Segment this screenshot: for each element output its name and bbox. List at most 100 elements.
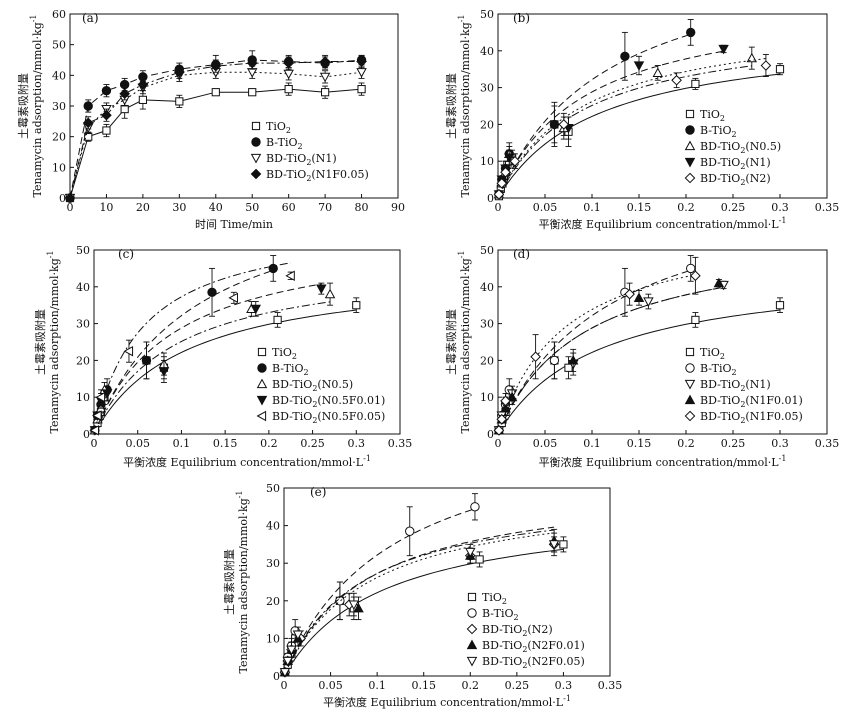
x-tick-label: 0.25 [721,437,746,450]
series-line [497,309,781,435]
x-tick-label: 0.15 [411,679,436,692]
series-4 [493,54,772,200]
data-point [624,288,635,300]
series-line [497,73,781,199]
series-line [283,526,555,677]
y-tick-label: 50 [52,39,66,52]
legend-label: BD-TiO2(N1) [700,378,771,393]
y-tick-label: 10 [266,632,280,645]
data-point [470,502,480,512]
data-point [348,600,360,610]
legend-label: B-TiO2 [700,362,737,377]
legend-label: B-TiO2 [272,362,309,377]
y-tick-label: 10 [480,155,494,168]
y-tick-label: 0 [59,192,66,205]
data-point [286,645,297,656]
series-line [93,269,274,435]
data-point [89,425,99,436]
data-point [775,301,785,310]
data-point [279,668,291,678]
y-tick-label: 0 [273,670,280,683]
x-tick-label: 0.1 [583,437,601,450]
data-point [558,119,570,130]
series-3 [64,54,367,204]
series-3 [279,528,560,677]
legend-label: BD-TiO2(N1) [700,156,771,171]
y-tick-label: 40 [266,520,280,533]
series-2 [64,65,367,204]
x-tick-label: 0.3 [771,437,789,450]
data-point [83,101,93,111]
series-3 [493,277,725,435]
data-point [633,61,645,71]
y-axis-label: Tenamycin adsorption/mmol·kg-1 [457,250,472,433]
series-line [497,50,724,199]
y-tick-label: 10 [480,391,494,404]
x-tick-label: 0.3 [555,679,573,692]
x-tick-label: 0.15 [213,437,238,450]
data-point [352,301,361,310]
x-axis-label: 时间 Time/min [195,218,273,231]
data-point [175,97,184,106]
y-axis-label: Tenamycin adsorption/mmol·kg-1 [46,250,61,433]
series-line [93,309,357,435]
panel-label: (b) [513,11,530,25]
y-tick-label: 40 [480,281,494,294]
series-line [69,71,362,199]
x-tick-label: 80 [355,201,369,214]
legend-marker [466,623,478,635]
data-point [405,526,415,536]
y-tick-label: 0 [487,428,494,441]
x-tick-label: 0 [67,201,74,214]
y-tick-label: 30 [480,318,494,331]
plot-frame [93,249,401,435]
data-point [321,88,330,97]
data-point [211,88,220,97]
series-4 [493,256,701,436]
legend-marker [466,639,478,650]
legend-marker [256,395,268,406]
data-point [123,345,134,357]
data-point [567,354,579,365]
plot-frame [497,249,828,435]
legend-label: TiO2 [700,108,725,123]
data-point [283,57,294,69]
series-4 [279,526,560,678]
y-tick-label: 50 [480,8,494,21]
y-tick-label: 40 [480,45,494,58]
chart-panel-0: 0 10 20 30 40 50 60 70 80 90 0 10 20 30 40 50 60 (a) 时间 Ti… [16,8,405,231]
x-tick-label: 0.2 [260,437,278,450]
series-line [283,529,555,677]
data-point [210,60,222,72]
series-line [283,548,564,677]
y-tick-label: 20 [480,118,494,131]
x-tick-label: 0.1 [368,679,386,692]
y-tick-label: 40 [76,281,90,294]
data-point [633,292,645,302]
y-tick-label: 30 [266,557,280,570]
data-point [775,65,785,74]
legend-marker [251,137,261,147]
x-tick-label: 10 [99,201,113,214]
data-point [92,410,102,421]
x-tick-label: 0.1 [583,201,601,214]
data-point [64,192,76,204]
data-point [95,391,106,403]
legend-marker [250,153,262,164]
data-point [760,60,772,71]
series-line [497,274,696,435]
data-point [548,540,560,550]
data-point [250,304,261,315]
legend-label: TiO2 [482,591,507,606]
data-point [101,85,112,96]
data-point [207,287,217,298]
legend-label: B-TiO2 [700,124,737,139]
data-point [496,177,508,189]
data-point [248,88,257,97]
legend-marker [684,394,696,405]
data-point [465,547,476,558]
x-tick-label: 40 [209,201,223,214]
data-point [138,95,147,104]
panel-label: (c) [118,247,134,261]
legend-label: BD-TiO2(N2F0.05) [482,655,585,670]
